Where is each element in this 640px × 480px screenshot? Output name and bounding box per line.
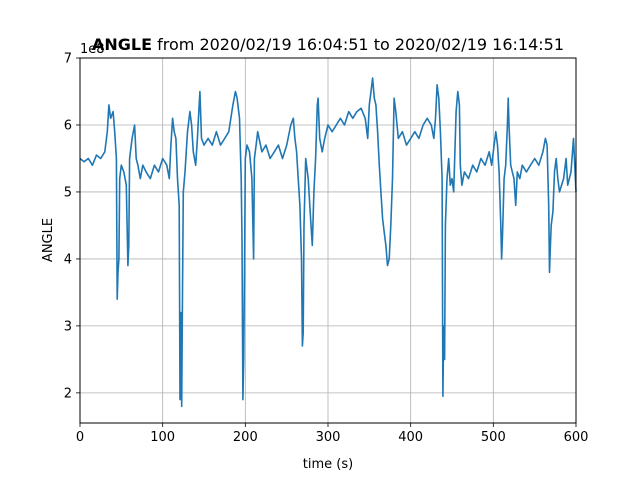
y-axis: 2 3 4 5 6 7 — [64, 52, 80, 401]
title-rest-part: from 2020/02/19 16:04:51 to 2020/02/19 1… — [152, 35, 564, 54]
x-tick-label: 400 — [398, 430, 423, 445]
x-tick-label: 600 — [564, 430, 589, 445]
y-tick-label: 6 — [64, 118, 72, 133]
y-tick-label: 5 — [64, 185, 72, 200]
y-tick-label: 4 — [64, 252, 72, 267]
x-axis: 0 100 200 300 400 500 600 — [76, 423, 589, 445]
title-bold-part: ANGLE — [92, 35, 152, 54]
y-offset-label: 1e8 — [80, 42, 105, 57]
series-layer — [79, 77, 577, 408]
y-axis-label: ANGLE — [41, 218, 56, 262]
x-axis-label: time (s) — [303, 457, 353, 472]
chart-title: ANGLE from 2020/02/19 16:04:51 to 2020/0… — [92, 35, 564, 54]
x-tick-label: 300 — [316, 430, 341, 445]
x-tick-label: 0 — [76, 430, 84, 445]
x-tick-label: 100 — [150, 430, 175, 445]
series-line — [79, 77, 577, 408]
y-tick-label: 7 — [64, 52, 72, 67]
y-tick-label: 2 — [64, 386, 72, 401]
x-tick-label: 500 — [481, 430, 506, 445]
y-tick-label: 3 — [64, 319, 72, 334]
x-tick-label: 200 — [233, 430, 258, 445]
